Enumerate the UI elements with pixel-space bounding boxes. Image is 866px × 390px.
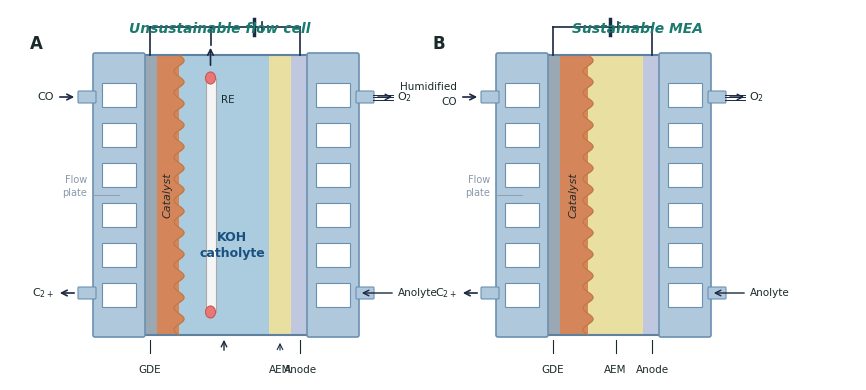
Bar [143,55,157,335]
FancyBboxPatch shape [356,91,374,103]
FancyBboxPatch shape [708,287,726,299]
Text: CO: CO [442,97,457,107]
FancyBboxPatch shape [93,53,145,337]
Bar [668,283,702,307]
Text: Anolyte: Anolyte [398,288,437,298]
Bar [668,202,702,227]
Text: C$_{2+}$: C$_{2+}$ [32,286,54,300]
Bar [588,55,643,335]
Text: Sustainable MEA: Sustainable MEA [572,22,703,36]
Bar [316,202,350,227]
Bar [101,83,136,107]
Bar [101,122,136,147]
Bar [505,283,540,307]
Text: C$_{2+}$: C$_{2+}$ [435,286,457,300]
Bar [505,163,540,188]
Text: B: B [433,35,446,53]
FancyBboxPatch shape [78,91,96,103]
Bar [316,243,350,268]
FancyBboxPatch shape [356,287,374,299]
Bar [101,163,136,188]
Text: Flow
plate: Flow plate [465,176,490,198]
Bar [179,55,269,335]
Bar [643,55,661,335]
Text: A: A [30,35,43,53]
Bar [668,122,702,147]
Bar [546,55,661,335]
Bar [668,163,702,188]
Bar [505,83,540,107]
FancyBboxPatch shape [659,53,711,337]
FancyBboxPatch shape [496,53,548,337]
Ellipse shape [205,72,216,84]
Text: AEM: AEM [604,365,627,375]
Bar [668,243,702,268]
Text: Anode: Anode [283,365,317,375]
Text: GDE: GDE [139,365,161,375]
FancyBboxPatch shape [78,287,96,299]
Bar [505,122,540,147]
Text: RE: RE [221,95,234,105]
Text: O$_2$: O$_2$ [397,90,412,104]
Text: Humidified: Humidified [400,82,457,92]
Bar [316,122,350,147]
Bar [143,55,309,335]
Bar [316,283,350,307]
Text: Catalyst: Catalyst [569,172,579,218]
Ellipse shape [205,306,216,318]
Text: O$_2$: O$_2$ [749,90,764,104]
Text: Anode: Anode [636,365,669,375]
FancyBboxPatch shape [481,91,499,103]
Bar [668,83,702,107]
Bar [101,243,136,268]
Text: AEM: AEM [268,365,291,375]
Text: Flow
plate: Flow plate [62,176,87,198]
Bar [505,202,540,227]
FancyBboxPatch shape [307,53,359,337]
Text: CO: CO [37,92,54,102]
Bar [269,55,291,335]
FancyBboxPatch shape [481,287,499,299]
Bar [560,55,588,335]
Bar [316,83,350,107]
Bar [101,283,136,307]
Text: Unsustainable flow cell: Unsustainable flow cell [129,22,311,36]
Bar [157,55,179,335]
Text: KOH
catholyte: KOH catholyte [199,231,265,260]
Text: Catalyst: Catalyst [163,172,173,218]
Text: Anolyte: Anolyte [750,288,790,298]
Bar [291,55,309,335]
Bar [505,243,540,268]
Bar [205,78,216,312]
Bar [101,202,136,227]
Bar [316,163,350,188]
Text: GDE: GDE [542,365,565,375]
FancyBboxPatch shape [708,91,726,103]
Bar [546,55,560,335]
